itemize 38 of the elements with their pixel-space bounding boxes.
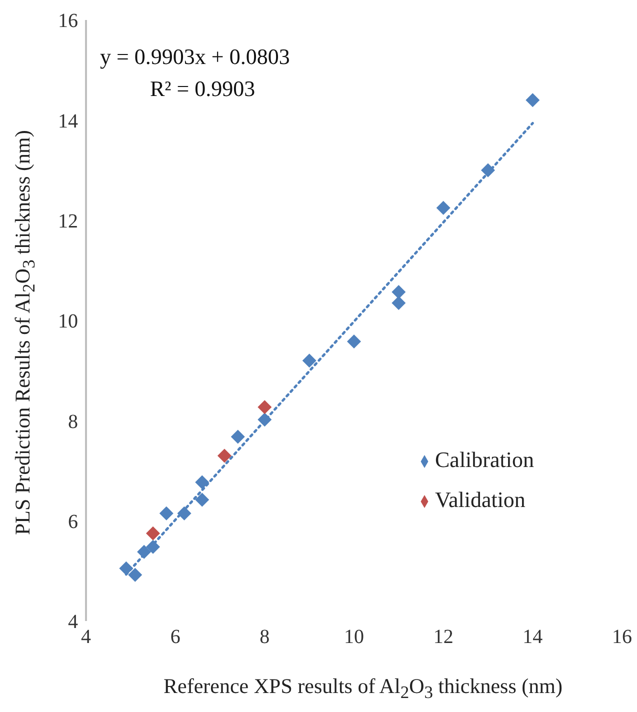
legend-label: Calibration [435, 447, 534, 472]
x-tick-label: 14 [522, 626, 543, 648]
point [195, 475, 210, 490]
y-tick-label: 10 [58, 310, 78, 333]
point [258, 412, 272, 427]
x-tick-label: 16 [612, 626, 632, 648]
point [137, 544, 152, 559]
y-tick-label: 6 [68, 510, 78, 533]
point [526, 93, 540, 108]
point [481, 163, 495, 178]
y-tick-label: 16 [58, 10, 78, 32]
point [177, 506, 192, 520]
point [217, 448, 232, 463]
point [195, 492, 210, 507]
point [146, 526, 160, 540]
point [128, 568, 142, 582]
point [347, 334, 361, 349]
y-tick-label: 12 [58, 210, 78, 232]
x-tick-label: 12 [433, 626, 454, 648]
y-tick-label: 14 [58, 110, 78, 132]
x-tick-label: 10 [344, 626, 364, 648]
y-tick-label: 8 [68, 410, 78, 433]
point [436, 200, 450, 215]
x-tick-label: 6 [170, 626, 180, 648]
annotation: y = 0.9903x + 0.0803 [100, 44, 290, 70]
annotation: R² = 0.9903 [150, 76, 256, 102]
legend-label: Validation [435, 487, 526, 512]
point [258, 400, 272, 414]
point [392, 284, 406, 299]
point [392, 296, 406, 310]
point [230, 430, 245, 444]
x-axis-title: Reference XPS results of Al$_{2}$O$_{3}$ thickness (nm) [162, 674, 564, 704]
x-tick-label: 8 [260, 626, 270, 648]
point [302, 354, 316, 368]
y-tick-label: 4 [68, 611, 78, 634]
point [146, 540, 160, 554]
point [119, 561, 134, 576]
point [159, 506, 174, 520]
